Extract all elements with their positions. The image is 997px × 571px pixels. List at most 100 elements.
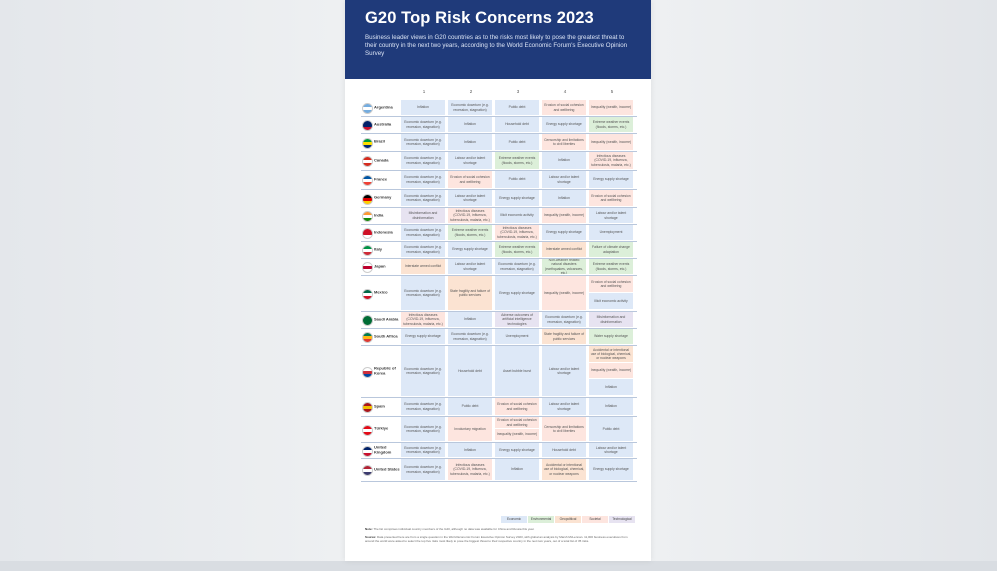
legend-item: Technological	[609, 516, 635, 523]
table-row: Mexico Economic downturn (e.g. recession,…	[361, 275, 637, 312]
risk-cell: Energy supply shortage	[589, 459, 633, 480]
risk-cell: Misinformation and disinformation	[589, 312, 633, 327]
country-cell: Australia	[361, 116, 401, 133]
table-row: Japan Interstate armed conflict Labour and…	[361, 258, 637, 276]
risk-cell: Asset bubble burst	[495, 346, 539, 396]
risk-cell: Censorship and limitations to civil libe…	[542, 134, 586, 150]
flag-icon	[362, 228, 373, 239]
table-row: Germany Economic downturn (e.g. recession…	[361, 189, 637, 208]
risk-cell: Energy supply shortage	[495, 190, 539, 206]
country-name: Japan	[374, 263, 386, 269]
risk-cell: Economic downturn (e.g. recession, stagn…	[401, 346, 445, 396]
risk-cell: Public debt	[495, 171, 539, 188]
risk-cell: Economic downturn (e.g. recession, stagn…	[401, 134, 445, 150]
risk-cell: Economic downturn (e.g. recession, stagn…	[401, 190, 445, 206]
risk-cell: Extreme weather events (floods, storms, …	[495, 152, 539, 169]
risk-cell: Infectious diseases (COVID-19, influenza…	[448, 459, 492, 480]
risk-cell: Adverse outcomes of artificial intellige…	[495, 312, 539, 327]
country-cell: Italy	[361, 241, 401, 258]
country-name: United States	[374, 466, 400, 472]
risk-cell: Inequality (wealth, income)	[495, 429, 539, 440]
country-cell: Indonesia	[361, 224, 401, 241]
risk-cell: Inequality (wealth, income)	[589, 134, 633, 150]
risk-cell: Labour and/or talent shortage	[542, 346, 586, 396]
risk-cell: Labour and/or talent shortage	[448, 259, 492, 274]
country-cell: India	[361, 207, 401, 224]
risk-cell: Household debt	[448, 346, 492, 396]
legend-item: Economic	[501, 516, 527, 523]
country-name: Republic of Korea	[374, 365, 396, 375]
flag-icon	[362, 288, 373, 300]
risk-cell: Economic downturn (e.g. recession, stagn…	[401, 225, 445, 240]
risk-cell: Economic downturn (e.g. recession, stagn…	[401, 398, 445, 415]
risk-cell: Labour and/or talent shortage	[542, 398, 586, 415]
risk-cell: Failure of climate change adaptation	[589, 242, 633, 257]
country-name: United Kingdom	[374, 444, 392, 454]
column-header-2: 2	[469, 89, 473, 94]
risk-cell: Energy supply shortage	[589, 171, 633, 188]
table-row: Australia Economic downturn (e.g. recessi…	[361, 116, 637, 134]
risk-cell: Involuntary migration	[448, 417, 492, 441]
flag-icon	[362, 315, 373, 326]
risk-cell: Illicit economic activity	[495, 208, 539, 223]
country-name: Türkiye	[374, 425, 389, 431]
table-row: Saudi Arabia Infectious diseases (COVID-1…	[361, 311, 637, 329]
risk-cell: Accidental or intentional use of biologi…	[542, 459, 586, 480]
risk-cell: Economic downturn (e.g. recession, stagn…	[448, 100, 492, 115]
country-cell: Japan	[361, 258, 401, 275]
source-label: Source:	[365, 535, 377, 539]
risk-cell: Extreme weather events (floods, storms, …	[589, 259, 633, 274]
risk-cell: State fragility and failure of public se…	[542, 329, 586, 344]
country-name: Mexico	[374, 289, 388, 295]
risk-cell: Erosion of social cohesion and wellbeing	[495, 398, 539, 415]
risk-cell: Inflation	[589, 379, 633, 395]
risk-cell: Household debt	[495, 117, 539, 132]
risk-cell: Economic downturn (e.g. recession, stagn…	[401, 171, 445, 188]
risk-cell: Public debt	[495, 134, 539, 150]
country-cell: South Africa	[361, 328, 401, 345]
flag-icon	[362, 245, 373, 256]
flag-icon	[362, 156, 373, 167]
flag-icon	[362, 211, 373, 222]
risk-cell: Infectious diseases (COVID-19, influenza…	[401, 312, 445, 327]
risk-cell: Extreme weather events (floods, storms, …	[448, 225, 492, 240]
country-cell: Canada	[361, 151, 401, 170]
risk-cell: Inflation	[589, 398, 633, 415]
flag-icon	[362, 402, 373, 413]
risk-cell: Erosion of social cohesion and wellbeing	[589, 276, 633, 292]
country-name: Australia	[374, 121, 392, 127]
country-name: Canada	[374, 157, 389, 163]
risk-cell: Labour and/or talent shortage	[589, 208, 633, 223]
flag-icon	[362, 445, 373, 457]
risk-cell: Economic downturn (e.g. recession, stagn…	[495, 259, 539, 274]
risk-cell: Inflation	[448, 443, 492, 457]
country-cell: Germany	[361, 189, 401, 207]
flag-icon	[362, 103, 373, 114]
risk-cell: Labour and/or talent shortage	[542, 171, 586, 188]
flag-icon	[362, 193, 373, 205]
country-name: Spain	[374, 403, 385, 409]
risk-cell: Infectious diseases (COVID-19, influenza…	[589, 152, 633, 169]
risk-cell: Inequality (wealth, income)	[542, 276, 586, 310]
risk-cell: Public debt	[589, 417, 633, 441]
table-row: United States Economic downturn (e.g. rec…	[361, 458, 637, 482]
risk-cell: Energy supply shortage	[495, 443, 539, 457]
risk-cell: Illicit economic activity	[589, 293, 633, 309]
source-text: Data presented here are from a single qu…	[365, 535, 628, 543]
risk-cell: Inflation	[542, 152, 586, 169]
flag-icon	[362, 137, 373, 149]
table-row: Republic of Korea Economic downturn (e.g.…	[361, 345, 637, 398]
flag-icon	[362, 366, 373, 378]
country-cell: United States	[361, 458, 401, 481]
country-name: South Africa	[374, 333, 398, 339]
risk-cell: Infectious diseases (COVID-19, influenza…	[448, 208, 492, 223]
risk-cell: Water supply shortage	[589, 329, 633, 344]
infographic: G20 Top Risk Concerns 2023 Business lead…	[345, 0, 651, 561]
risk-cell: Extreme weather events (floods, storms, …	[589, 117, 633, 132]
column-header-3: 3	[516, 89, 520, 94]
country-cell: France	[361, 170, 401, 189]
country-cell: Brazil	[361, 133, 401, 151]
country-name: India	[374, 212, 384, 218]
risk-cell: Inequality (wealth, income)	[589, 362, 633, 379]
risk-cell: Energy supply shortage	[448, 242, 492, 257]
